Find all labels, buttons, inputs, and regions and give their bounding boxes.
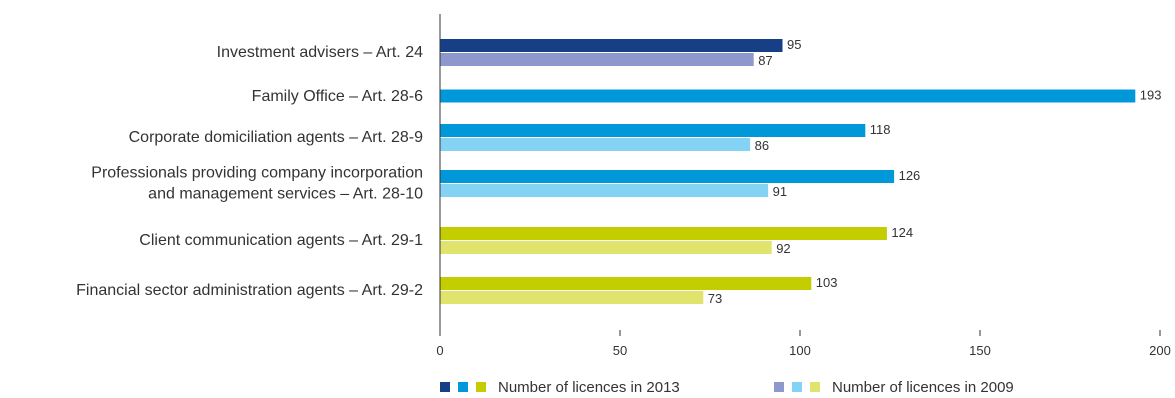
data-label-2009-5: 73 (708, 291, 722, 306)
legend-label-1: Number of licences in 2009 (832, 379, 1014, 396)
bar-2013-1 (440, 89, 1136, 103)
data-label-2009-4: 92 (776, 241, 790, 256)
data-label-2013-2: 118 (870, 122, 891, 137)
bar-2013-3 (440, 170, 895, 183)
x-tick-label-3: 150 (969, 343, 991, 358)
category-label-1: Family Office – Art. 28-6 (252, 88, 423, 105)
bar-2009-5 (440, 291, 704, 304)
bar-2009-2 (440, 138, 751, 151)
x-tick-label-0: 0 (436, 343, 443, 358)
bars-layer (440, 39, 1136, 304)
legend-swatch-1-2 (810, 382, 820, 392)
bar-2013-0 (440, 39, 783, 52)
bar-2013-2 (440, 124, 866, 137)
legend-label-0: Number of licences in 2013 (498, 379, 680, 396)
data-label-2009-3: 91 (773, 184, 787, 199)
data-label-2013-5: 103 (816, 275, 838, 290)
legend-swatch-1-1 (792, 382, 802, 392)
category-label-4: Client communication agents – Art. 29-1 (139, 232, 423, 249)
x-tick-label-1: 50 (613, 343, 627, 358)
bar-2013-4 (440, 227, 887, 240)
data-label-2013-3: 126 (899, 168, 921, 183)
data-label-2013-1: 193 (1140, 88, 1162, 103)
labels-layer: 95 87 Investment advisers – Art. 24 193 Fami… (76, 37, 1161, 306)
category-label-3-0: Professionals providing company incorpor… (91, 165, 423, 182)
axis-layer: 0 50 100 150 200 (436, 14, 1171, 358)
legend-swatch-0-0 (440, 382, 450, 392)
bar-2013-5 (440, 277, 812, 290)
category-label-0: Investment advisers – Art. 24 (217, 44, 423, 61)
legend-swatch-0-2 (476, 382, 486, 392)
legend-swatch-1-0 (774, 382, 784, 392)
x-tick-label-2: 100 (789, 343, 811, 358)
data-label-2013-4: 124 (891, 225, 913, 240)
data-label-2013-0: 95 (787, 37, 801, 52)
category-label-5: Financial sector administration agents –… (76, 282, 423, 299)
bar-2009-4 (440, 241, 772, 254)
category-label-3-1: and management services – Art. 28-10 (148, 186, 423, 203)
data-label-2009-0: 87 (758, 53, 772, 68)
category-label-2: Corporate domiciliation agents – Art. 28… (129, 129, 423, 146)
bar-2009-0 (440, 53, 754, 66)
legend: Number of licences in 2013 Number of lice… (440, 379, 1014, 396)
legend-swatch-0-1 (458, 382, 468, 392)
x-tick-label-4: 200 (1149, 343, 1171, 358)
bar-2009-3 (440, 184, 769, 197)
data-label-2009-2: 86 (755, 138, 769, 153)
